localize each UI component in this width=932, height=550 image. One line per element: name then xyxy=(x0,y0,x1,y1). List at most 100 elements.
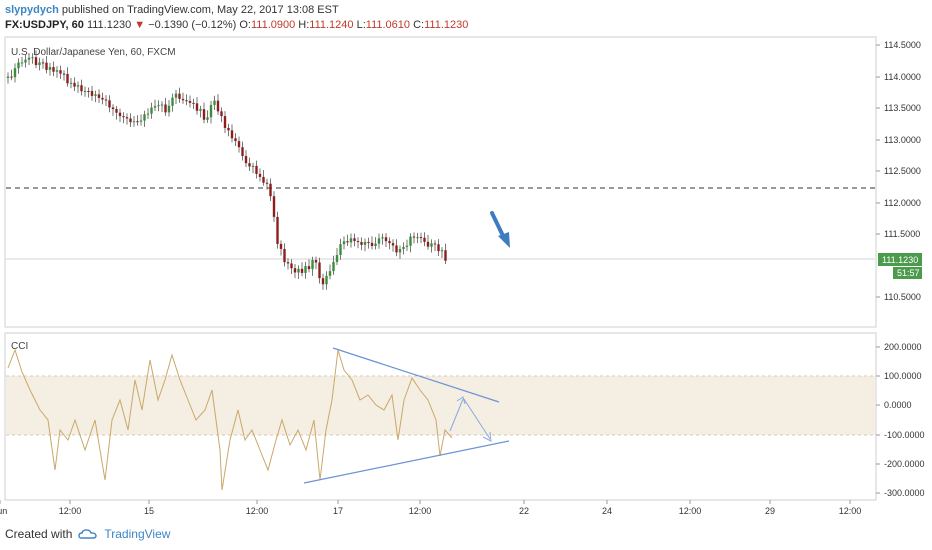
candle-body xyxy=(426,241,430,247)
candle-body xyxy=(272,196,276,217)
candle-body xyxy=(388,241,391,244)
candle-body xyxy=(283,248,286,263)
candle-body xyxy=(346,241,349,243)
candle-body xyxy=(213,100,216,105)
candle-body xyxy=(234,138,237,142)
cci-series xyxy=(7,348,453,491)
candle-body xyxy=(433,243,437,245)
time-tick-label: 12:00 xyxy=(409,506,432,516)
price-axis[interactable]: 114.5000 114.0000 113.5000 113.0000 112.5000… xyxy=(876,40,921,302)
last-price: 111.1230 xyxy=(86,19,132,31)
candle-body xyxy=(328,271,332,276)
price-change: −0.1390 (−0.12%) xyxy=(148,19,237,31)
down-arrow-annotation-icon[interactable] xyxy=(490,211,510,248)
tradingview-cloud-icon xyxy=(78,529,98,539)
time-axis[interactable]: 12:00 15 12:00 17 12:00 22 24 12:00 29 12:00 Jun xyxy=(0,500,861,516)
candle-body xyxy=(349,238,353,243)
candle-body xyxy=(97,94,101,98)
candle-body xyxy=(45,62,48,70)
candle-body xyxy=(241,147,244,157)
candle-body xyxy=(202,109,206,120)
candle-body xyxy=(335,255,339,262)
candle-body xyxy=(146,113,150,115)
time-tick-label: 12:00 xyxy=(246,506,269,516)
candle-body xyxy=(153,106,157,108)
candle-body xyxy=(265,182,269,184)
created-with-label: Created with xyxy=(5,527,73,541)
candle-body xyxy=(360,241,363,245)
candle-body xyxy=(384,237,388,242)
candle-body xyxy=(419,237,423,239)
candle-body xyxy=(391,243,395,246)
candle-body xyxy=(52,67,55,72)
triangle-upper-trendline[interactable] xyxy=(332,347,500,403)
time-tick-label: 12:00 xyxy=(59,506,82,516)
candle-body xyxy=(38,62,41,66)
time-tick-label: 29 xyxy=(765,506,775,516)
candle-body xyxy=(185,100,188,102)
candle-body xyxy=(269,183,272,197)
time-tick-label: Jun xyxy=(0,506,7,516)
time-tick-label: 15 xyxy=(144,506,154,516)
cci-axis[interactable]: 200.0000 100.0000 0.0000 -100.0000 -200.0000… xyxy=(876,342,925,498)
candle-body xyxy=(374,243,377,246)
candle-body xyxy=(48,67,52,70)
candle-body xyxy=(440,250,444,252)
triangle-lower-trendline[interactable] xyxy=(303,440,510,484)
candle-body xyxy=(90,91,94,96)
candle-body xyxy=(279,243,283,249)
candle-body xyxy=(136,121,139,123)
low-label: L: xyxy=(356,19,366,31)
candle-body xyxy=(17,62,20,69)
candle-body xyxy=(157,105,160,107)
price-tick-label: 112.5000 xyxy=(884,166,921,176)
candle-body xyxy=(244,156,248,164)
candle-body xyxy=(206,117,209,120)
candle-body xyxy=(31,57,34,59)
candle-body xyxy=(255,165,258,174)
price-tag: 111.1230 51:57 xyxy=(878,253,922,279)
candle-body xyxy=(339,244,342,256)
candlestick-series xyxy=(6,50,447,290)
projection-arrows-icon[interactable] xyxy=(449,396,492,442)
candle-body xyxy=(262,176,265,183)
candle-body xyxy=(332,261,335,272)
candle-body xyxy=(412,236,416,238)
candle-body xyxy=(34,57,38,66)
time-tick-label: 12:00 xyxy=(679,506,702,516)
candle-body xyxy=(276,216,279,244)
low-value: 111.0610 xyxy=(365,19,411,31)
candle-body xyxy=(416,237,419,239)
time-tick-label: 17 xyxy=(333,506,343,516)
candle-body xyxy=(164,104,167,113)
candle-body xyxy=(143,114,146,121)
candle-body xyxy=(395,245,398,253)
candle-body xyxy=(94,94,97,96)
cci-line xyxy=(7,348,453,491)
footer: Created with TradingView xyxy=(5,527,170,541)
candle-body xyxy=(188,100,192,103)
candle-body xyxy=(430,243,433,247)
candle-body xyxy=(139,120,143,122)
candle-body xyxy=(62,73,66,75)
candle-body xyxy=(258,173,262,177)
close-value: 111.1230 xyxy=(424,19,469,31)
candle-body xyxy=(73,82,76,87)
candle-body xyxy=(181,98,185,101)
candle-body xyxy=(167,105,171,113)
candle-body xyxy=(216,100,220,112)
cci-tick-label: -100.0000 xyxy=(884,430,925,440)
symbol-label: FX:USDJPY, 60 xyxy=(5,19,84,31)
price-tick-label: 114.5000 xyxy=(884,40,921,50)
candle-body xyxy=(129,118,132,123)
tradingview-brand-link[interactable]: TradingView xyxy=(104,527,171,541)
candle-body xyxy=(118,112,122,117)
candle-body xyxy=(444,250,447,261)
candle-body xyxy=(150,107,153,114)
time-tick-label: 24 xyxy=(602,506,612,516)
time-tick-label: 12:00 xyxy=(839,506,862,516)
author-link[interactable]: slypydych xyxy=(5,4,59,16)
candle-body xyxy=(192,102,195,104)
candle-body xyxy=(409,236,412,246)
